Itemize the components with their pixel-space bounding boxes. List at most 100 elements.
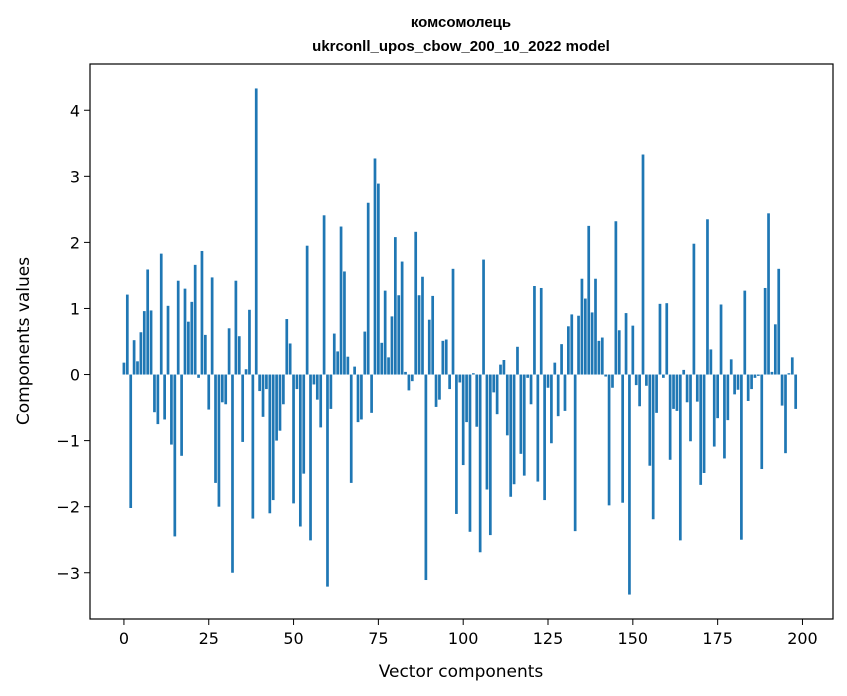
bar	[597, 340, 601, 375]
bar	[763, 287, 767, 375]
bar	[404, 371, 407, 375]
bar	[617, 330, 621, 375]
bar	[634, 374, 638, 386]
bar	[495, 374, 499, 415]
bar	[488, 374, 492, 536]
bar	[529, 374, 533, 405]
bar	[631, 325, 635, 375]
bar	[410, 374, 414, 382]
bar	[689, 374, 692, 442]
x-axis-ticks: 0 25 50 75 100 125 150 175 200	[119, 619, 818, 648]
bar	[292, 374, 295, 504]
bar	[431, 295, 435, 375]
bar	[383, 290, 387, 375]
bar	[499, 364, 502, 375]
bar	[278, 374, 282, 431]
bar	[170, 374, 173, 445]
bar	[655, 374, 658, 413]
x-axis-label: Vector components	[379, 662, 544, 682]
bar	[173, 374, 177, 537]
bar	[370, 374, 373, 413]
bar	[556, 374, 560, 417]
bar	[220, 374, 224, 403]
bar	[509, 374, 513, 497]
bar	[271, 374, 275, 501]
bar	[363, 331, 367, 375]
y-axis-label: Components values	[14, 257, 34, 425]
bar	[461, 374, 465, 466]
bar	[315, 374, 319, 400]
x-tick-label: 175	[702, 629, 733, 648]
bar	[258, 374, 261, 392]
bar	[770, 371, 774, 375]
x-tick-label: 200	[787, 629, 818, 648]
bar	[570, 314, 574, 375]
bar	[543, 374, 546, 501]
bar	[397, 295, 401, 375]
bar	[695, 374, 699, 402]
bar	[662, 374, 665, 378]
bar	[390, 316, 394, 375]
y-tick-label: −1	[56, 432, 80, 451]
bar	[522, 374, 526, 476]
bar	[533, 286, 536, 375]
bar	[709, 349, 713, 375]
bar	[366, 202, 370, 375]
bar	[733, 374, 736, 395]
bar	[567, 326, 570, 375]
bar	[594, 278, 597, 375]
bar	[122, 362, 126, 375]
bar	[675, 374, 679, 411]
bar	[322, 215, 326, 375]
bar	[146, 269, 150, 375]
bar	[465, 374, 468, 423]
bar	[360, 374, 363, 420]
bar	[441, 340, 445, 375]
bar	[407, 374, 411, 391]
bar	[282, 374, 285, 405]
plot-frame	[89, 63, 834, 620]
bar	[159, 253, 163, 375]
bar	[550, 374, 553, 444]
bar	[478, 374, 482, 553]
bar	[539, 287, 543, 375]
bar	[305, 245, 309, 375]
bar	[343, 271, 346, 375]
bar	[346, 356, 350, 375]
bar	[492, 374, 496, 393]
bar	[573, 374, 577, 532]
bar	[512, 374, 516, 485]
bar	[672, 374, 675, 409]
bar	[607, 374, 611, 506]
bar	[231, 374, 234, 573]
bar	[163, 374, 166, 420]
bar	[336, 351, 340, 375]
bar	[156, 374, 160, 425]
bar	[702, 374, 706, 473]
bar	[207, 374, 211, 410]
bar	[319, 374, 323, 428]
bar	[166, 305, 170, 375]
bar	[244, 369, 248, 375]
bar	[692, 243, 696, 375]
bar	[400, 261, 404, 375]
x-tick-label: 150	[618, 629, 649, 648]
bar	[729, 359, 733, 375]
bar	[149, 310, 153, 375]
bar	[624, 313, 628, 375]
bar	[349, 374, 353, 483]
bar	[356, 374, 360, 423]
bar	[760, 374, 764, 470]
bar	[309, 374, 312, 541]
bar	[553, 362, 557, 375]
bar	[458, 374, 462, 383]
bar	[668, 374, 672, 460]
bar	[780, 374, 784, 406]
bar	[743, 290, 747, 375]
bar	[210, 277, 214, 375]
y-tick-label: 3	[70, 167, 80, 186]
bar	[519, 374, 523, 454]
bar	[604, 374, 608, 377]
bar	[753, 374, 757, 378]
